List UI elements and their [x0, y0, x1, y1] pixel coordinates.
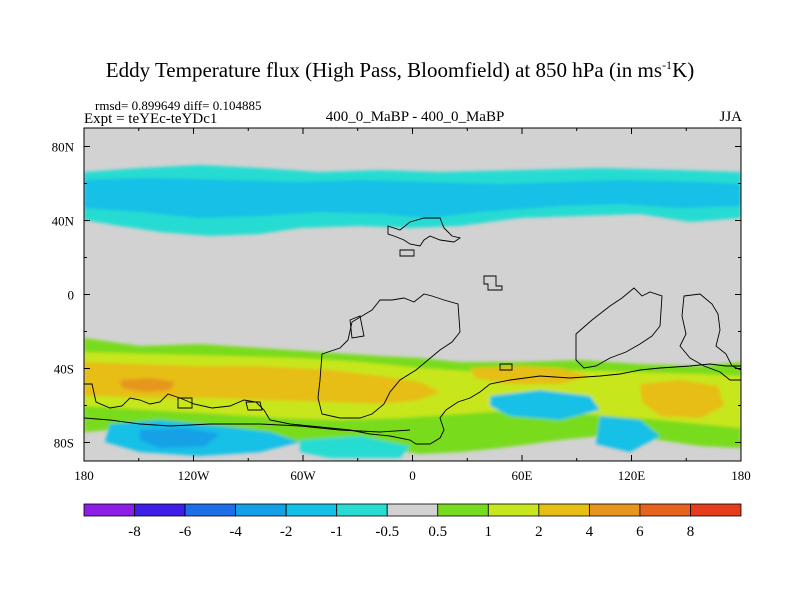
colorbar-label: -2 [280, 524, 293, 540]
coastline-island-1 [177, 397, 193, 409]
comparison-label: 400_0_MaBP - 400_0_MaBP [325, 109, 505, 125]
coastline-island-3 [499, 363, 513, 371]
coastline-antarctic [84, 417, 411, 433]
coastline-patch-1 [483, 275, 503, 291]
y-tick-label: 80S [54, 436, 74, 451]
region-antarctic-neg-core [140, 428, 220, 448]
colorbar-swatch [690, 503, 742, 517]
colorbar-swatch [336, 503, 388, 517]
plot-area [83, 127, 742, 462]
title-superscript: -1 [662, 58, 673, 72]
colorbar-swatch [83, 503, 135, 517]
region-south-core [84, 362, 440, 404]
colorbar-label: 2 [535, 524, 543, 540]
colorbar: -8 -6 -4 -2 -1 -0.5 0.5 1 2 4 6 8 [83, 503, 742, 540]
colorbar-label: -0.5 [375, 524, 399, 540]
y-tick-label: 40S [54, 362, 74, 377]
stats-label: rmsd= 0.899649 diff= 0.104885 [95, 98, 262, 113]
colorbar-swatch [639, 503, 691, 517]
region-east-neg [596, 416, 660, 452]
colorbar-label: 8 [687, 524, 695, 540]
colorbar-swatch [386, 503, 439, 517]
colorbar-swatch [134, 503, 186, 517]
y-tick-label: 0 [68, 288, 75, 303]
coastline-north-island [387, 217, 462, 247]
x-tick-label: 180 [74, 468, 94, 483]
coastlines [84, 217, 741, 445]
chart-title: Eddy Temperature flux (High Pass, Bloomf… [105, 58, 695, 82]
region-southern-ocean-neg [490, 390, 600, 420]
experiment-label: Expt = teYEc-teYDc1 [84, 111, 218, 127]
coastline-continent-2 [349, 315, 365, 339]
colorbar-swatch [285, 503, 338, 517]
colorbar-label: -6 [179, 524, 192, 540]
region-south-max [120, 378, 175, 392]
region-polar-neg [300, 436, 410, 458]
coastline-continent-1 [317, 293, 461, 419]
x-tick-label: 180 [731, 468, 751, 483]
colorbar-label: 6 [636, 524, 644, 540]
colorbar-label: -1 [330, 524, 343, 540]
axes: 180 120W 60W 0 60E 120E 180 80N 40N 0 40S 80S [52, 128, 751, 483]
coastline-continent-4 [679, 293, 741, 381]
coastline-small-island [399, 249, 415, 257]
colorbar-label: 1 [485, 524, 493, 540]
colorbar-label: -4 [229, 524, 242, 540]
region-north-core [84, 178, 741, 218]
y-tick-label: 40N [52, 214, 75, 229]
colorbar-label: 0.5 [428, 524, 447, 540]
x-tick-label: 120E [618, 468, 646, 483]
colorbar-swatch [588, 503, 641, 517]
title-suffix: K) [672, 58, 695, 82]
coastline-continent-3 [575, 287, 663, 369]
x-tick-label: 0 [409, 468, 416, 483]
colorbar-label: 4 [586, 524, 594, 540]
colorbar-swatch [235, 503, 287, 517]
colorbar-swatch [538, 503, 590, 517]
colorbar-swatch [437, 503, 489, 517]
region-south-east-core [640, 380, 724, 418]
x-tick-label: 60E [512, 468, 533, 483]
season-label: JJA [719, 109, 742, 125]
coastline-island-2 [245, 401, 263, 411]
coastline-south-1 [84, 363, 741, 445]
y-tick-label: 80N [52, 140, 75, 155]
colorbar-swatch [487, 503, 540, 517]
colorbar-label: -8 [128, 524, 141, 540]
region-indian-core [470, 366, 590, 384]
x-tick-label: 60W [290, 468, 316, 483]
colorbar-swatch [184, 503, 237, 517]
x-tick-label: 120W [178, 468, 211, 483]
